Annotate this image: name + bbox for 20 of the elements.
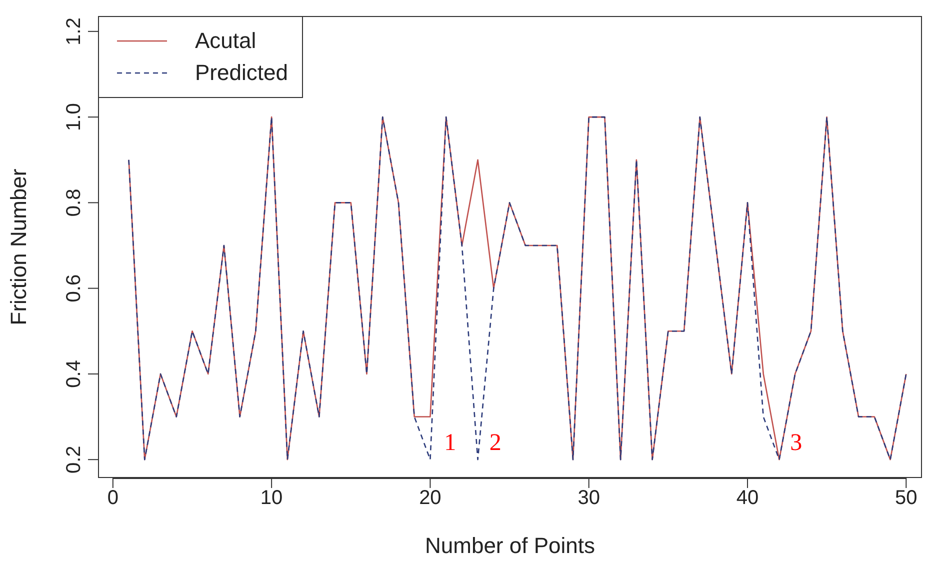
- x-tick-label: 50: [895, 487, 918, 510]
- x-tick-label: 10: [260, 487, 283, 510]
- x-axis-title: Number of Points: [425, 533, 595, 558]
- x-tick-label: 0: [107, 487, 118, 510]
- y-tick-label: 0.8: [63, 188, 85, 217]
- legend-label: Acutal: [195, 28, 256, 54]
- y-tick-label: 1.0: [63, 103, 85, 131]
- legend-label: Predicted: [195, 60, 288, 86]
- x-tick-label: 30: [578, 487, 600, 510]
- y-tick-label: 0.6: [63, 274, 85, 302]
- x-tick-label: 20: [419, 487, 442, 510]
- annotation: 2: [489, 430, 502, 456]
- y-tick-label: 0.4: [63, 360, 85, 388]
- annotation: 1: [444, 430, 456, 456]
- x-tick-label: 40: [736, 487, 759, 510]
- y-axis-title: Friction Number: [6, 168, 31, 326]
- annotation: 3: [790, 430, 802, 456]
- y-tick-label: 0.2: [63, 446, 85, 474]
- y-tick-label: 1.2: [63, 18, 85, 46]
- line-series: [128, 116, 907, 460]
